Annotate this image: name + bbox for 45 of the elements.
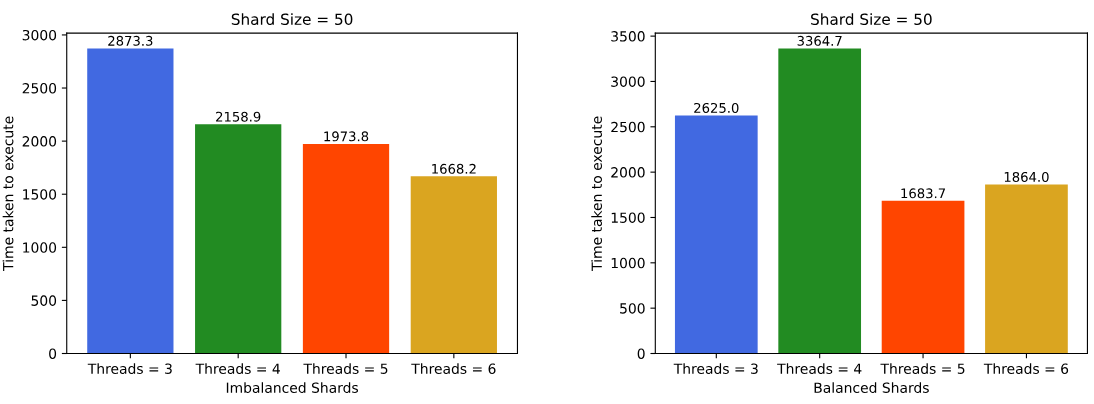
bar [87, 48, 174, 354]
x-tick-label: Threads = 4 [195, 363, 280, 374]
data-label: 3364.7 [797, 35, 842, 46]
y-axis-title: Time taken to execute [2, 116, 14, 271]
x-tick-label: Threads = 5 [303, 363, 388, 374]
bar [410, 176, 497, 354]
y-tick-label: 0 [637, 348, 645, 359]
y-tick-label: 3000 [611, 76, 645, 87]
y-tick-label: 2500 [22, 83, 57, 94]
bar [985, 184, 1068, 354]
bar [674, 115, 758, 354]
y-tick-label: 500 [620, 303, 645, 314]
bar [302, 143, 390, 354]
x-tick-label: Threads = 3 [87, 363, 172, 374]
y-tick-label: 3500 [611, 31, 645, 42]
data-label: 1864.0 [1004, 171, 1049, 182]
bar [195, 124, 282, 354]
data-label: 1973.8 [324, 131, 369, 142]
data-label: 2625.0 [694, 102, 739, 113]
y-tick-label: 1000 [611, 257, 645, 269]
x-tick-label: Threads = 4 [777, 363, 862, 374]
bar [778, 48, 862, 354]
y-tick-label: 2000 [22, 136, 57, 147]
x-tick-label: Threads = 6 [411, 363, 496, 374]
x-tick-label: Threads = 5 [880, 363, 965, 374]
y-tick-label: 1000 [23, 242, 57, 253]
x-tick-label: Threads = 6 [983, 363, 1069, 374]
x-tick-label: Threads = 3 [673, 363, 758, 374]
chart-title: Shard Size = 50 [811, 13, 932, 26]
x-axis-title: Imbalanced Shards [226, 382, 359, 393]
chart-title: Shard Size = 50 [231, 13, 353, 26]
data-label: 1668.2 [432, 163, 476, 174]
data-label: 2158.9 [216, 111, 261, 122]
y-tick-label: 1500 [23, 189, 57, 200]
data-label: 2873.3 [108, 35, 153, 46]
y-tick-label: 0 [49, 348, 57, 359]
y-tick-label: 3000 [22, 29, 57, 41]
y-tick-label: 2000 [611, 167, 645, 178]
y-tick-label: 2500 [611, 121, 645, 133]
y-tick-label: 1500 [611, 212, 645, 223]
x-axis-title: Balanced Shards [814, 382, 929, 393]
y-tick-label: 500 [31, 295, 57, 306]
bar [881, 200, 965, 354]
data-label: 1683.7 [901, 188, 946, 199]
y-axis-title: Time taken to execute [591, 116, 602, 271]
